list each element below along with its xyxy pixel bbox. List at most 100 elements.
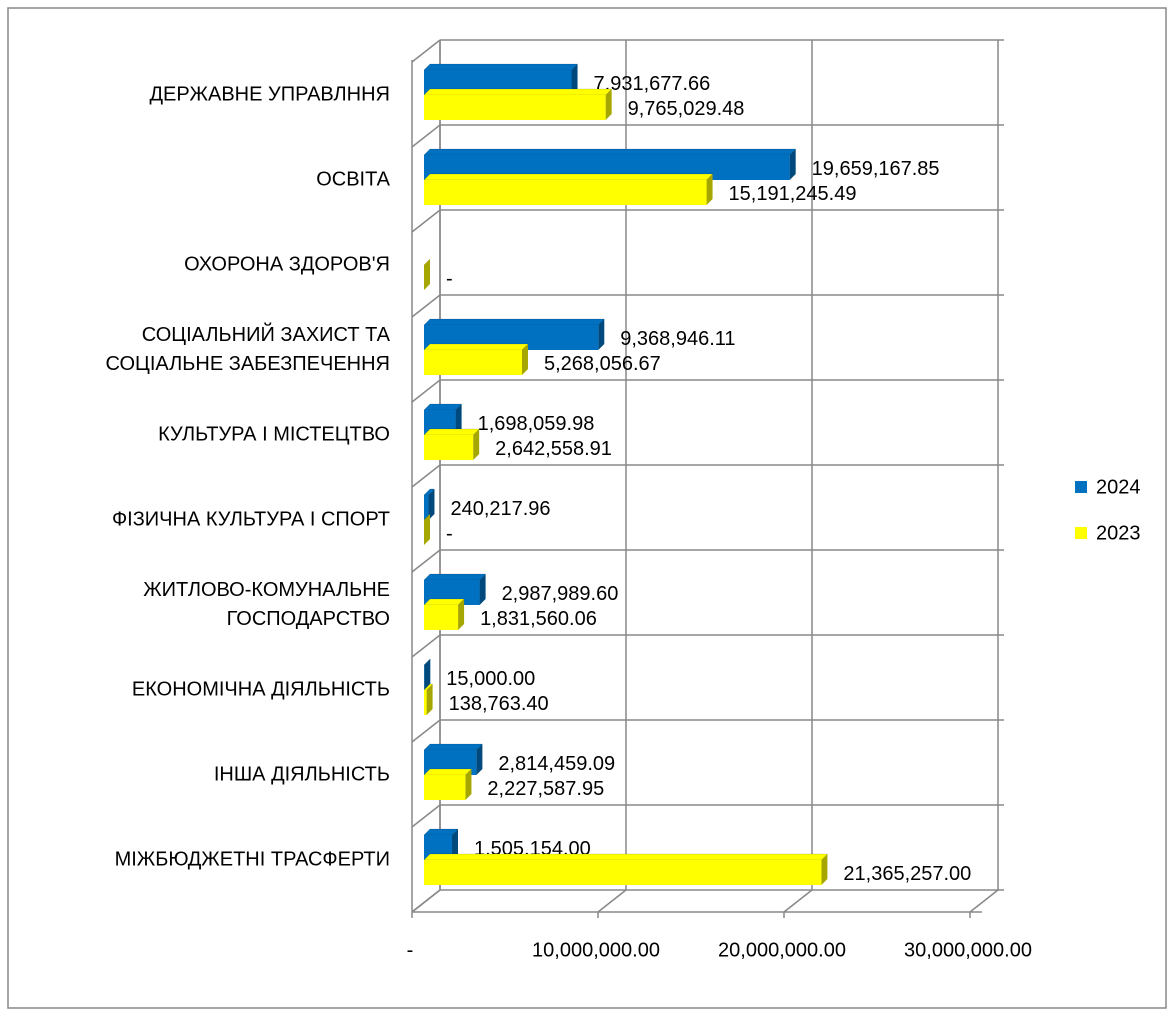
chart-frame [7,7,1167,1009]
bar-top [423,853,828,861]
bar-side [571,64,578,95]
bar-side-shade [458,599,465,630]
bar-side [451,829,458,860]
bar-side-shade [424,659,431,690]
data-label: 19,659,167.85 [812,158,940,180]
bar [424,860,822,885]
bar-side-shade [424,259,430,290]
category-label: ФІЗИЧНА КУЛЬТУРА І СПОРТ [111,508,390,531]
data-label: 138,763.40 [449,693,549,715]
bar-side [605,89,612,120]
bar-top [423,598,465,606]
wall-diagonal [411,209,441,233]
data-label: - [446,523,453,545]
bar-top [423,88,613,96]
category-label: СОЦІАЛЬНИЙ ЗАХИСТ ТА СОЦІАЛЬНЕ ЗАБЕЗПЕЧЕ… [105,324,390,375]
bar-side [424,659,431,690]
bar-side-shade [426,684,433,715]
bar-top [423,573,487,581]
bar-side [521,344,528,375]
data-label: 9,368,946.11 [620,328,735,350]
bar-side [479,574,486,605]
bar [424,495,429,520]
bar-side-shade [428,489,435,520]
data-label: 2,987,989.60 [502,583,619,605]
bar-side [598,319,605,350]
category-label: МІЖБЮДЖЕТНІ ТРАСФЕРТИ [114,848,390,871]
data-label: 2,814,459.09 [498,753,615,775]
bar-side [476,744,483,775]
category-label: ЕКОНОМІЧНА ДІЯЛЬНІСТЬ [131,678,390,701]
bar-side-shade [789,149,796,180]
grid-line-floor [783,889,813,913]
bar-side [424,259,430,290]
data-label: 15,000.00 [446,668,535,690]
data-label: 9,765,029.48 [628,98,745,120]
x-tick-label: 10,000,000.00 [532,939,660,961]
x-tick-label: 30,000,000.00 [904,939,1032,961]
bar-top [423,743,483,751]
bar-side [706,174,713,205]
grid-line-floor [597,889,627,913]
data-label: 5,268,056.67 [544,353,661,375]
bar-side [424,514,430,545]
bar-side-shade [571,64,578,95]
bar [424,435,474,460]
bar-side [455,404,462,435]
bar-side [458,599,465,630]
bar-side-shade [465,769,472,800]
grid-line-floor [969,889,999,913]
legend-label: 2023 [1096,522,1141,544]
bar-side [473,429,480,460]
data-label: 7,931,677.66 [594,73,711,95]
bar-side-shade [706,174,713,205]
legend-label: 2024 [1096,476,1141,498]
legend-swatch [1075,481,1087,493]
data-label: - [446,268,453,290]
bar [424,180,707,205]
bar-top [423,428,480,436]
wall-diagonal [411,549,441,573]
bar-side-shade [424,514,430,545]
bar [424,690,427,715]
bar-side-shade [821,854,828,885]
bar-top [423,148,797,156]
data-label: 2,642,558.91 [495,438,612,460]
x-tick-label: 20,000,000.00 [718,939,846,961]
bar [424,605,459,630]
wall-diagonal [411,379,441,403]
bar-top [423,768,473,776]
data-label: 15,191,245.49 [729,183,857,205]
data-label: 1,698,059.98 [478,413,595,435]
category-label: ОХОРОНА ЗДОРОВ'Я [184,253,390,276]
bar [424,775,466,800]
bar-side [426,684,433,715]
wall-diagonal [411,804,441,828]
bar-side-shade [521,344,528,375]
bar [424,95,606,120]
bar-side-shade [473,429,480,460]
data-label: 21,365,257.00 [843,863,971,885]
category-label: ДЕРЖАВНЕ УПРАВЛННЯ [149,83,390,106]
data-label: 2,227,587.95 [487,778,604,800]
category-label: ІНША ДІЯЛЬНІСТЬ [213,763,390,786]
bar-side-shade [451,829,458,860]
bar-side-shade [479,574,486,605]
bar-top [423,343,529,351]
category-label: КУЛЬТУРА І МІСТЕЦТВО [158,423,390,446]
wall-diagonal [411,719,441,743]
bar-side [428,489,435,520]
bar-top [423,318,605,326]
bar [424,350,522,375]
bar-top [423,63,579,71]
wall-diagonal [411,464,441,488]
bar-side-shade [605,89,612,120]
category-label: ЖИТЛОВО-КОМУНАЛЬНЕ ГОСПОДАРСТВО [143,579,390,630]
wall-diagonal [411,124,441,148]
data-label: 240,217.96 [450,498,550,520]
grid-line-floor [411,889,441,913]
bar-side [789,149,796,180]
bar-side [465,769,472,800]
